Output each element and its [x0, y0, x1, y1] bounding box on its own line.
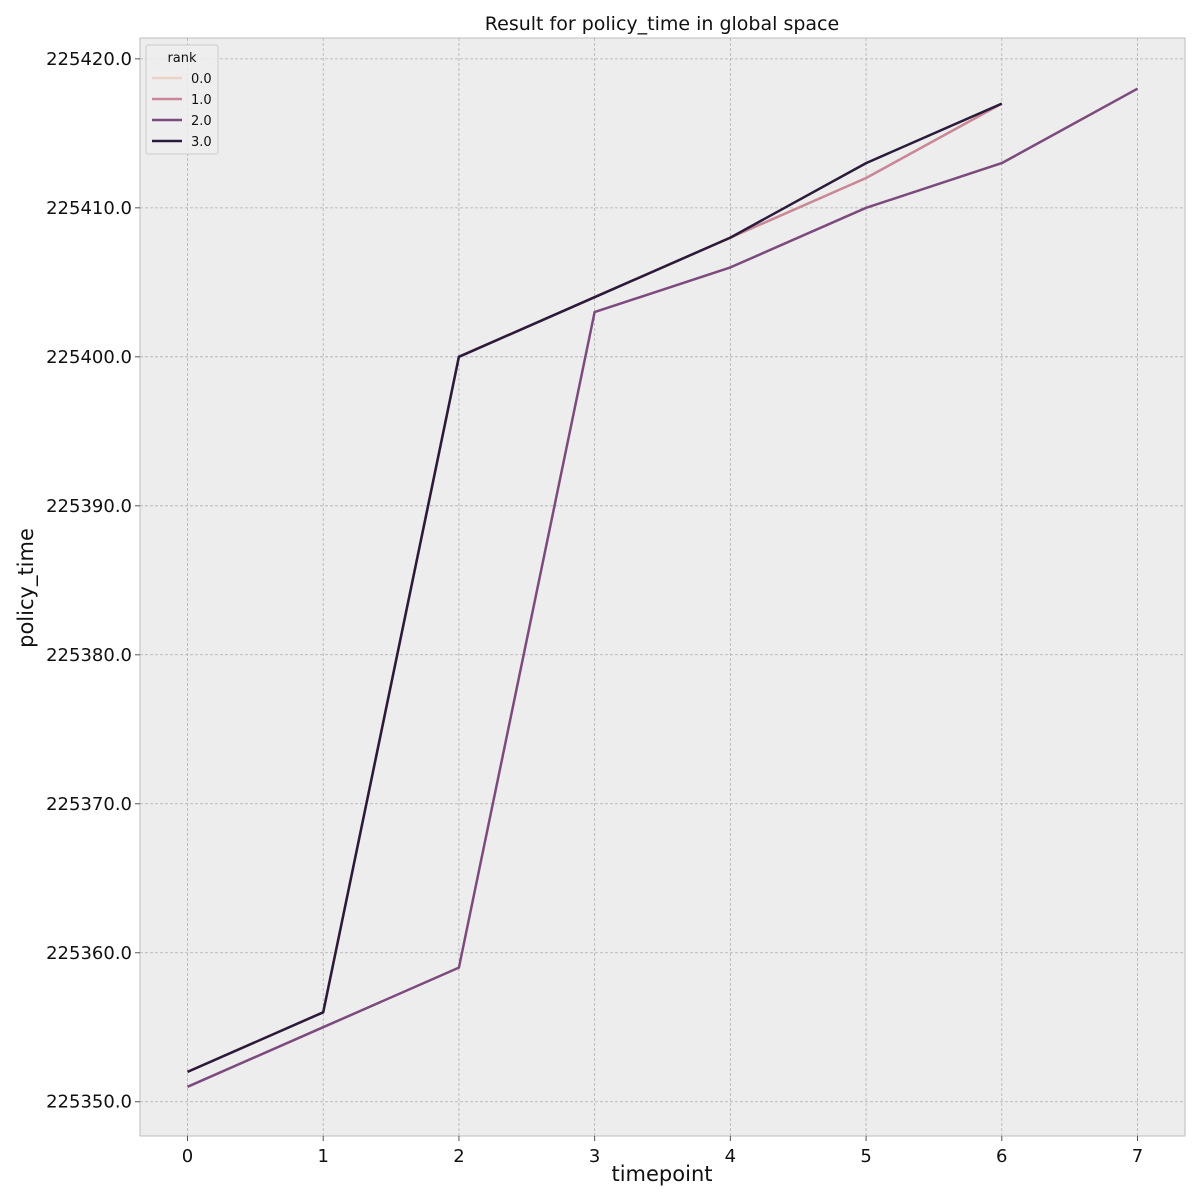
y-axis-ticks: 225350.0 225360.0 225370.0 225380.0 225390.0…: [46, 49, 140, 1113]
legend-items: 0.0 1.0 2.0 3.0: [152, 72, 212, 150]
x-tick-label: 6: [996, 1146, 1007, 1167]
legend-label: 3.0: [191, 135, 212, 150]
y-tick-label: 225400.0: [46, 347, 132, 368]
y-tick-label: 225370.0: [46, 794, 132, 815]
y-tick-label: 225420.0: [46, 49, 132, 70]
y-tick-label: 225390.0: [46, 496, 132, 517]
legend-title: rank: [167, 51, 197, 66]
series-line-3-0: [186, 102, 1003, 1074]
x-tick-label: 0: [182, 1146, 193, 1167]
chart-title: Result for policy_time in global space: [485, 13, 839, 35]
series-line-2-0: [186, 87, 1139, 1088]
series-lines: [186, 87, 1139, 1088]
plot-area: [139, 37, 1186, 1137]
y-axis-title: policy_time: [14, 528, 39, 648]
grid: [140, 38, 1185, 1136]
y-tick-label: 225350.0: [46, 1092, 132, 1113]
y-tick-label: 225360.0: [46, 943, 132, 964]
legend: rank 0.0 1.0 2.0 3.0: [145, 44, 219, 155]
x-axis-ticks: 0 1 2 3 4 5 6 7: [182, 1136, 1143, 1167]
x-tick-label: 7: [1132, 1146, 1143, 1167]
x-tick-label: 5: [860, 1146, 871, 1167]
x-tick-label: 1: [317, 1146, 328, 1167]
x-tick-label: 3: [589, 1146, 600, 1167]
legend-label: 1.0: [191, 93, 212, 108]
x-tick-label: 2: [453, 1146, 464, 1167]
legend-label: 0.0: [191, 72, 212, 87]
legend-label: 2.0: [191, 114, 212, 129]
y-tick-label: 225380.0: [46, 645, 132, 666]
x-tick-label: 4: [725, 1146, 736, 1167]
y-tick-label: 225410.0: [46, 198, 132, 219]
x-axis-title: timepoint: [611, 1162, 712, 1186]
